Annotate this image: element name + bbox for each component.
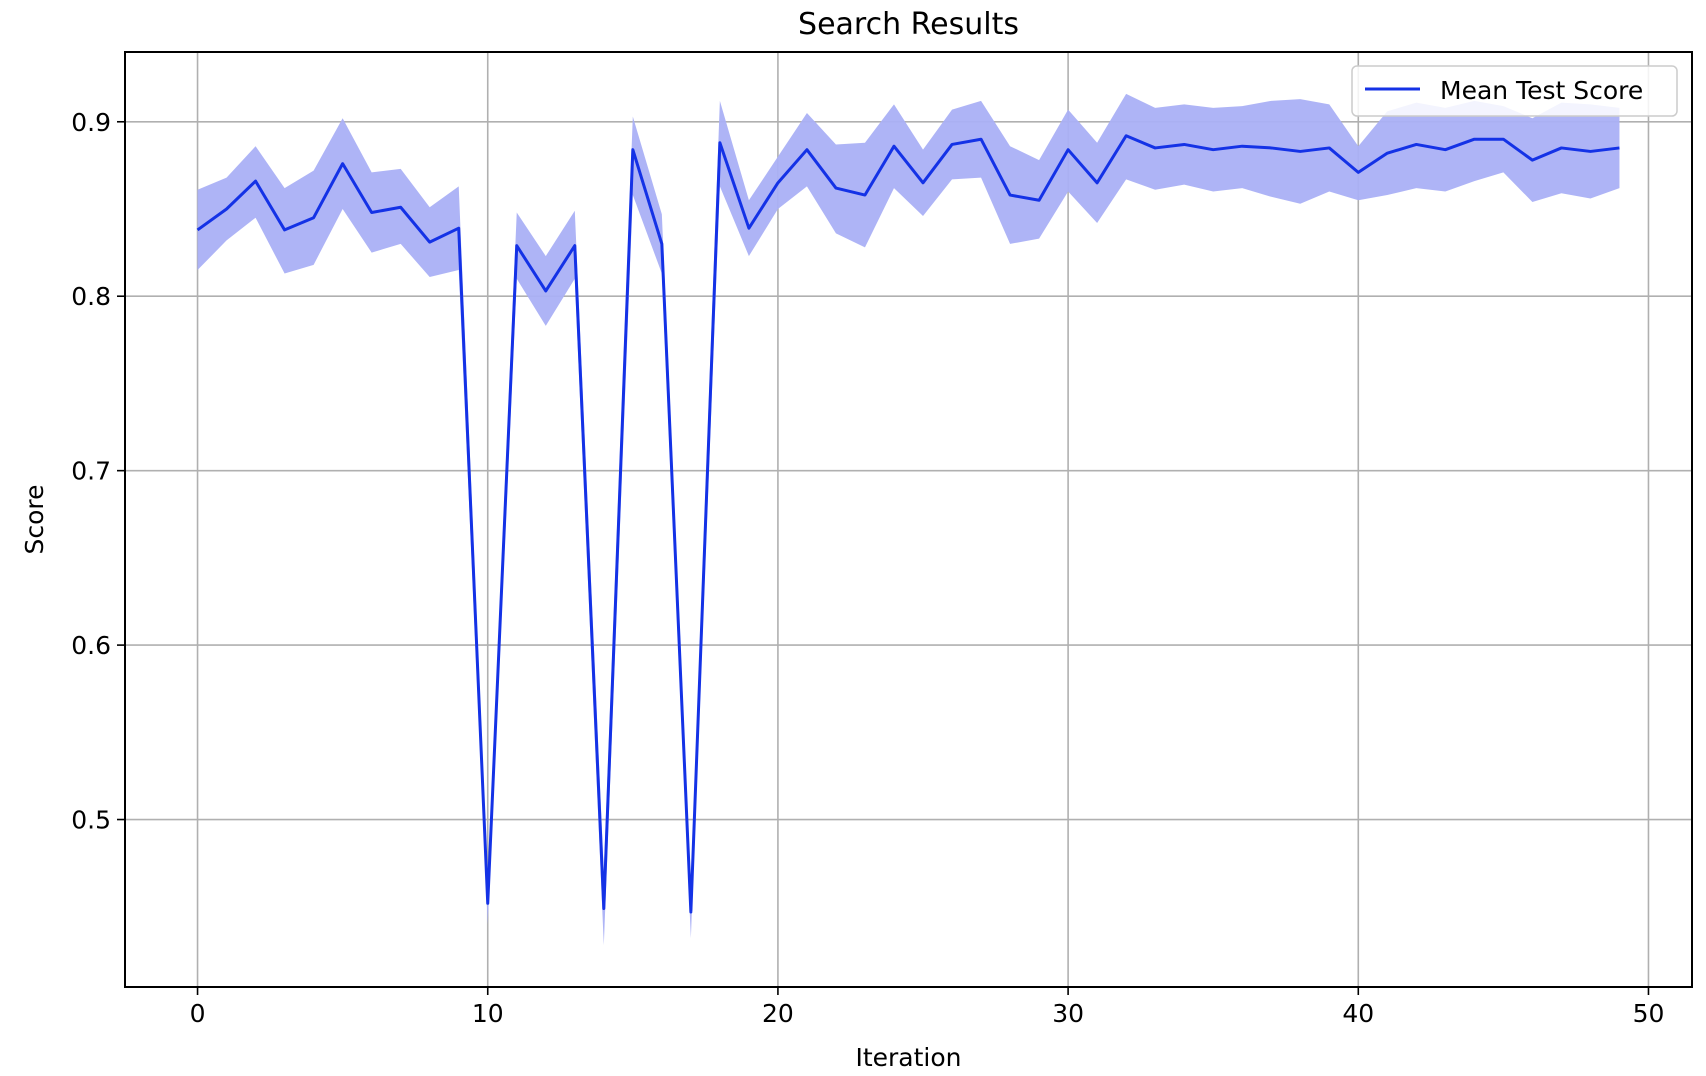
- chart-title: Search Results: [798, 7, 1019, 42]
- plot-area-frame: [124, 51, 1693, 988]
- y-axis-label: Score: [20, 484, 49, 554]
- confidence-band: [197, 93, 1620, 946]
- series-line-mean-test-score: [196, 134, 1620, 914]
- confidence-band-group: [197, 93, 1620, 946]
- y-tick-label: 0.7: [71, 457, 111, 486]
- legend: Mean Test Score: [1351, 65, 1678, 117]
- x-tick-label: 10: [472, 999, 504, 1028]
- ticks: 0 10 20 30 40 50 0.5 0.6 0.7 0.8 0.9: [71, 108, 1664, 1028]
- y-tick-label: 0.6: [71, 631, 111, 660]
- x-axis-label: Iteration: [855, 1043, 961, 1072]
- x-tick-label: 30: [1052, 999, 1084, 1028]
- y-tick-label: 0.5: [71, 806, 111, 835]
- y-tick-label: 0.9: [71, 108, 111, 137]
- x-tick-label: 20: [762, 999, 794, 1028]
- x-tick-label: 0: [190, 999, 206, 1028]
- x-tick-label: 50: [1633, 999, 1665, 1028]
- series-line-group: [196, 134, 1620, 914]
- legend-label-mean-test-score: Mean Test Score: [1440, 76, 1643, 105]
- x-tick-label: 40: [1342, 999, 1374, 1028]
- y-tick-label: 0.8: [71, 282, 111, 311]
- legend-box: [1351, 65, 1678, 117]
